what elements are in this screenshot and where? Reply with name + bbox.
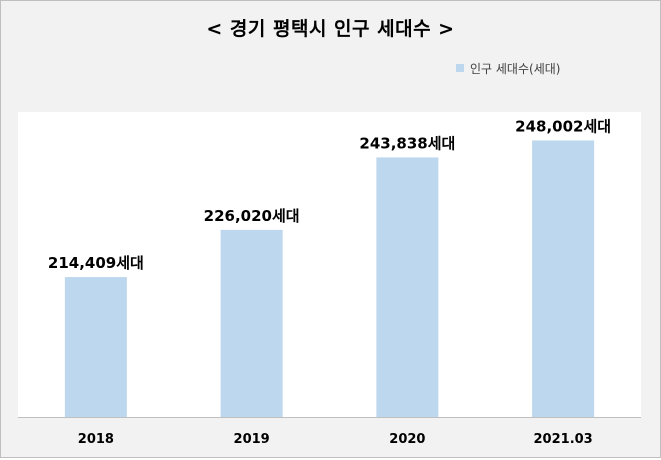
- data-label-2021.03: 248,002세대: [515, 117, 611, 135]
- bar-2020: [376, 157, 439, 417]
- data-label-2020: 243,838세대: [359, 134, 455, 152]
- bar-2021.03: [532, 140, 595, 417]
- data-label-2019: 226,020세대: [204, 207, 300, 225]
- legend-label: 인구 세대수(세대): [470, 61, 561, 76]
- legend-swatch: [456, 64, 464, 72]
- x-tick-label-2018: 2018: [78, 432, 114, 447]
- bar-2019: [220, 229, 283, 417]
- legend: 인구 세대수(세대): [456, 60, 560, 76]
- bar-2018: [64, 277, 127, 417]
- x-tick-label-2019: 2019: [234, 432, 270, 447]
- x-tick-label-2021.03: 2021.03: [534, 432, 593, 447]
- x-tick-label-2020: 2020: [389, 432, 425, 447]
- data-label-2018: 214,409세대: [48, 254, 144, 272]
- bar-chart: 214,409세대 226,020세대 243,838세대 248,002세대: [18, 117, 641, 418]
- plot-area: 214,409세대 226,020세대 243,838세대 248,002세대: [18, 112, 641, 418]
- x-axis-labels: 2018 2019 2020 2021.03: [78, 432, 593, 447]
- x-axis: 2018 2019 2020 2021.03: [18, 418, 641, 456]
- chart-title: < 경기 평택시 인구 세대수 >: [206, 18, 455, 40]
